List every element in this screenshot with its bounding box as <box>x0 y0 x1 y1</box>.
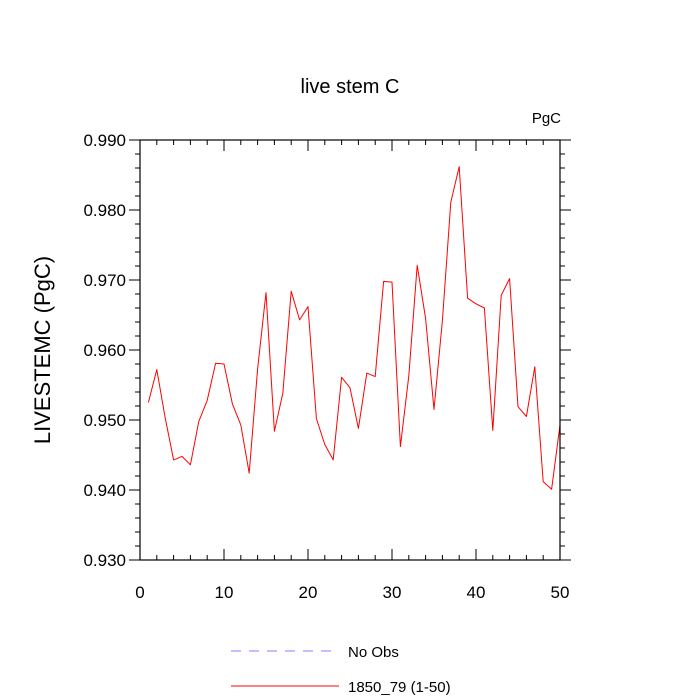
legend-label: 1850_79 (1-50) <box>348 679 451 696</box>
units-label: PgC <box>532 110 561 127</box>
y-tick-label: 0.970 <box>83 271 126 290</box>
series-line <box>147 166 561 490</box>
y-tick-label: 0.940 <box>83 481 126 500</box>
x-tick-label: 20 <box>299 583 318 602</box>
x-tick-label: 30 <box>383 583 402 602</box>
plot-frame <box>139 139 561 561</box>
legend: No Obs 1850_79 (1-50) <box>231 644 451 696</box>
series-layer <box>147 166 561 490</box>
y-axis-label: LIVESTEMC (PgC) <box>30 256 55 444</box>
y-tick-label: 0.980 <box>83 201 126 220</box>
x-tick-label: 40 <box>467 583 486 602</box>
y-tick-label: 0.950 <box>83 411 126 430</box>
y-tick-label: 0.930 <box>83 551 126 570</box>
y-tick-label: 0.990 <box>83 131 126 150</box>
x-tick-label: 0 <box>135 583 144 602</box>
x-tick-label: 10 <box>215 583 234 602</box>
y-tick-label: 0.960 <box>83 341 126 360</box>
x-tick-label: 50 <box>551 583 570 602</box>
legend-label: No Obs <box>348 644 399 661</box>
chart-title: live stem C <box>301 76 400 98</box>
axis-ticks: 0 10 20 30 40 50 0.930 0.940 0.950 0.960 0.970 0.98… <box>83 131 571 602</box>
